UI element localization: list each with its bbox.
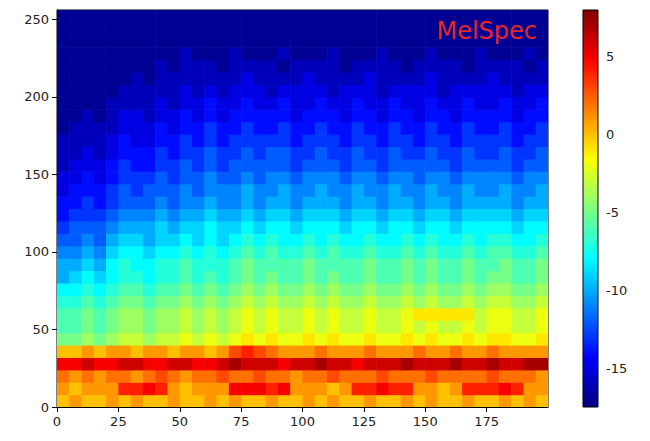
svg-text:-5: -5 xyxy=(606,205,619,220)
svg-text:MelSpec: MelSpec xyxy=(436,17,537,45)
svg-text:125: 125 xyxy=(351,414,376,429)
svg-text:175: 175 xyxy=(474,414,499,429)
svg-text:-15: -15 xyxy=(606,361,627,376)
svg-text:250: 250 xyxy=(24,12,49,27)
svg-text:50: 50 xyxy=(171,414,188,429)
svg-text:200: 200 xyxy=(24,89,49,104)
svg-text:150: 150 xyxy=(24,167,49,182)
svg-text:0: 0 xyxy=(606,127,614,142)
svg-text:5: 5 xyxy=(606,49,614,64)
svg-text:75: 75 xyxy=(233,414,250,429)
svg-text:100: 100 xyxy=(24,244,49,259)
svg-text:150: 150 xyxy=(413,414,438,429)
svg-text:0: 0 xyxy=(53,414,61,429)
svg-text:100: 100 xyxy=(290,414,315,429)
svg-text:-10: -10 xyxy=(606,283,627,298)
svg-text:0: 0 xyxy=(41,400,49,415)
svg-text:50: 50 xyxy=(32,322,49,337)
svg-text:25: 25 xyxy=(110,414,127,429)
